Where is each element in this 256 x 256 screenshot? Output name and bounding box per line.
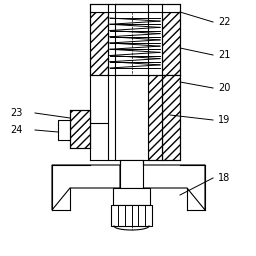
Text: 24: 24 [10,125,22,135]
Text: 21: 21 [218,50,230,60]
Bar [90,4,180,12]
Bar [90,12,108,75]
Polygon shape [143,165,205,210]
Bar [148,75,162,160]
Bar [115,75,148,160]
Bar [162,75,180,160]
Bar [111,205,152,226]
Bar [162,12,180,75]
Text: 19: 19 [218,115,230,125]
Polygon shape [52,165,120,210]
Text: 18: 18 [218,173,230,183]
Text: 20: 20 [218,83,230,93]
Text: 22: 22 [218,17,230,27]
Bar [58,120,70,140]
Bar [120,160,143,188]
Bar [70,110,90,148]
Bar [113,188,150,205]
Text: 23: 23 [10,108,22,118]
